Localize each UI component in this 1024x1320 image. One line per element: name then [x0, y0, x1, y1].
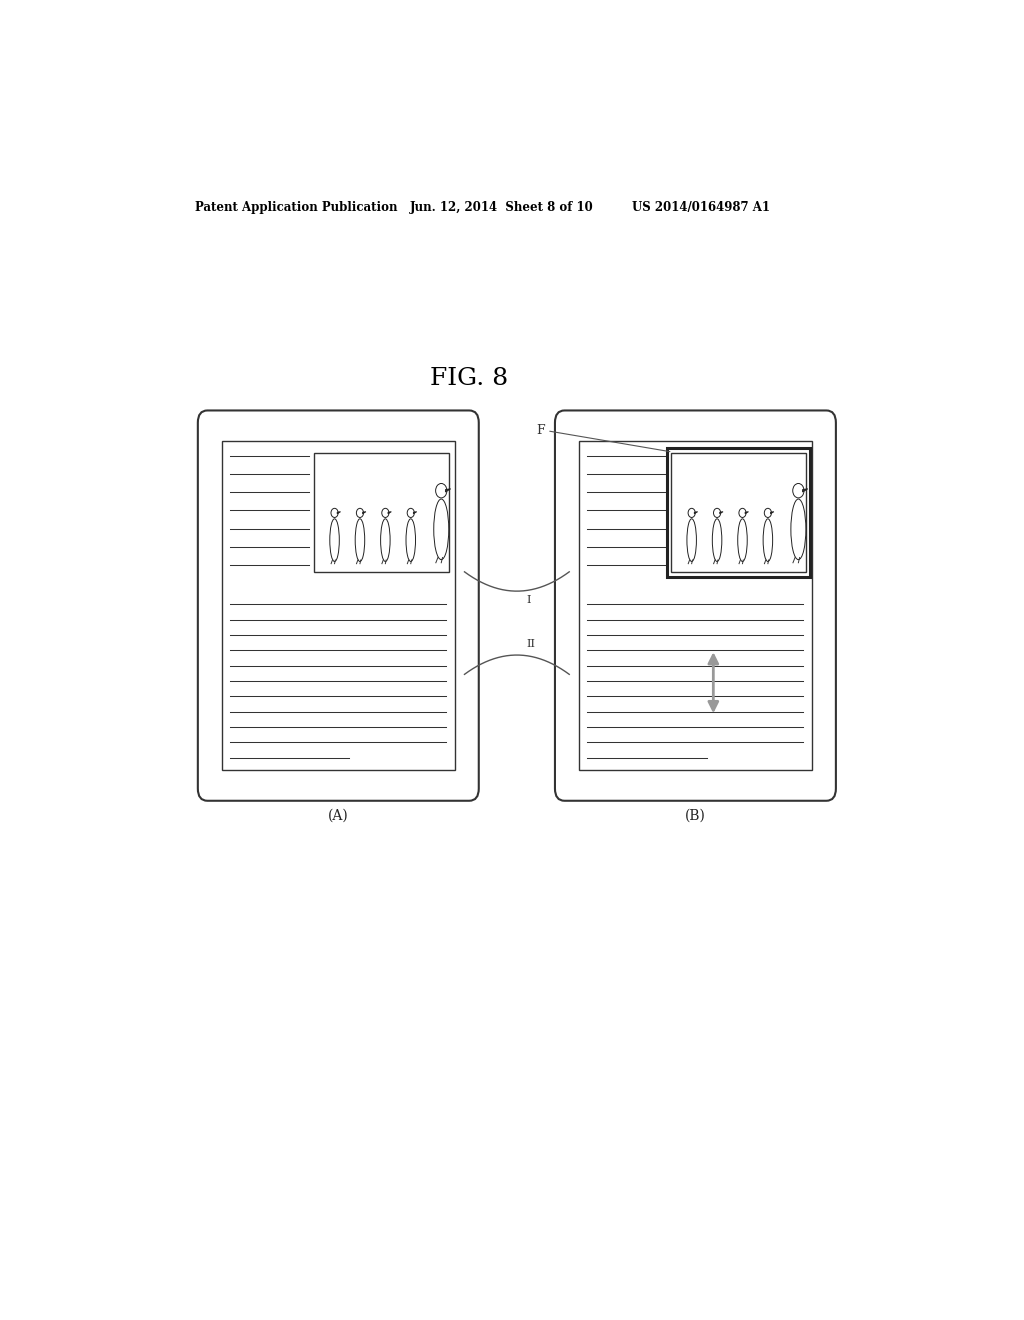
Bar	[314, 453, 449, 572]
Polygon shape	[362, 512, 366, 513]
Text: US 2014/0164987 A1: US 2014/0164987 A1	[632, 201, 770, 214]
Text: Jun. 12, 2014  Sheet 8 of 10: Jun. 12, 2014 Sheet 8 of 10	[410, 201, 594, 214]
Bar	[667, 447, 810, 577]
Circle shape	[793, 483, 804, 498]
Ellipse shape	[406, 519, 416, 561]
Ellipse shape	[434, 499, 449, 560]
Polygon shape	[388, 512, 391, 513]
Bar	[671, 453, 806, 572]
FancyBboxPatch shape	[555, 411, 836, 801]
Circle shape	[331, 508, 338, 517]
Text: (B): (B)	[685, 809, 706, 822]
Polygon shape	[694, 512, 697, 513]
Text: II: II	[526, 639, 536, 649]
Polygon shape	[720, 512, 723, 513]
Ellipse shape	[355, 519, 365, 561]
Circle shape	[435, 483, 446, 498]
FancyBboxPatch shape	[198, 411, 479, 801]
Text: F: F	[536, 424, 545, 437]
Ellipse shape	[381, 519, 390, 561]
Circle shape	[408, 508, 415, 517]
Circle shape	[688, 508, 695, 517]
Text: (A): (A)	[328, 809, 349, 822]
Polygon shape	[803, 488, 808, 492]
Text: I: I	[526, 595, 530, 605]
Ellipse shape	[791, 499, 806, 560]
Bar	[579, 441, 812, 771]
Text: Patent Application Publication: Patent Application Publication	[196, 201, 398, 214]
Circle shape	[714, 508, 721, 517]
Circle shape	[356, 508, 364, 517]
Polygon shape	[770, 512, 774, 513]
Ellipse shape	[737, 519, 748, 561]
Bar	[221, 441, 455, 771]
Ellipse shape	[330, 519, 339, 561]
Polygon shape	[445, 488, 451, 492]
Circle shape	[382, 508, 389, 517]
Ellipse shape	[687, 519, 696, 561]
Text: FIG. 8: FIG. 8	[430, 367, 508, 389]
Circle shape	[739, 508, 746, 517]
Polygon shape	[745, 512, 749, 513]
Ellipse shape	[763, 519, 773, 561]
Polygon shape	[414, 512, 417, 513]
Circle shape	[764, 508, 771, 517]
Ellipse shape	[713, 519, 722, 561]
Polygon shape	[337, 512, 341, 513]
